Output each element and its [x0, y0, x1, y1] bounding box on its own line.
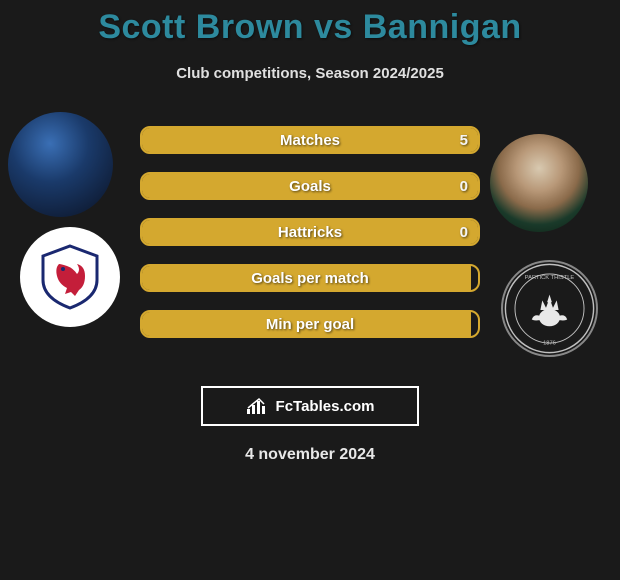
stat-bar-label: Min per goal — [266, 316, 354, 333]
bars-chart-icon — [246, 397, 270, 415]
player-avatar-left — [8, 112, 113, 217]
stat-bar: Min per goal — [140, 310, 480, 338]
svg-text:1876: 1876 — [543, 340, 556, 346]
brand-text: FcTables.com — [276, 398, 375, 415]
subtitle: Club competitions, Season 2024/2025 — [0, 65, 620, 82]
thistle-crest-icon: PARTICK THISTLE 1876 — [503, 260, 596, 357]
stat-bar-label: Goals per match — [251, 270, 369, 287]
stat-bar-value: 0 — [460, 178, 468, 195]
stat-bar-value: 5 — [460, 132, 468, 149]
stat-bar-label: Matches — [280, 132, 340, 149]
snapshot-date: 4 november 2024 — [0, 446, 620, 464]
stat-bars: Matches 5 Goals 0 Hattricks 0 Goals per match M… — [140, 126, 480, 356]
stat-bar: Goals per match — [140, 264, 480, 292]
stat-bar: Matches 5 — [140, 126, 480, 154]
svg-text:PARTICK THISTLE: PARTICK THISTLE — [525, 275, 575, 281]
brand-badge: FcTables.com — [201, 386, 419, 426]
club-crest-right: PARTICK THISTLE 1876 — [501, 260, 598, 357]
page-title: Scott Brown vs Bannigan — [0, 0, 620, 47]
stat-bar: Hattricks 0 — [140, 218, 480, 246]
stat-bar-label: Goals — [289, 178, 331, 195]
comparison-panel: PARTICK THISTLE 1876 Matches5Goals0Hattr… — [0, 112, 620, 372]
shield-lion-icon — [35, 242, 105, 312]
club-crest-left — [20, 227, 120, 327]
stat-bar-label: Hattricks — [278, 224, 342, 241]
player-avatar-right — [490, 134, 588, 232]
stat-bar-value: 0 — [460, 224, 468, 241]
stat-bar: Goals 0 — [140, 172, 480, 200]
